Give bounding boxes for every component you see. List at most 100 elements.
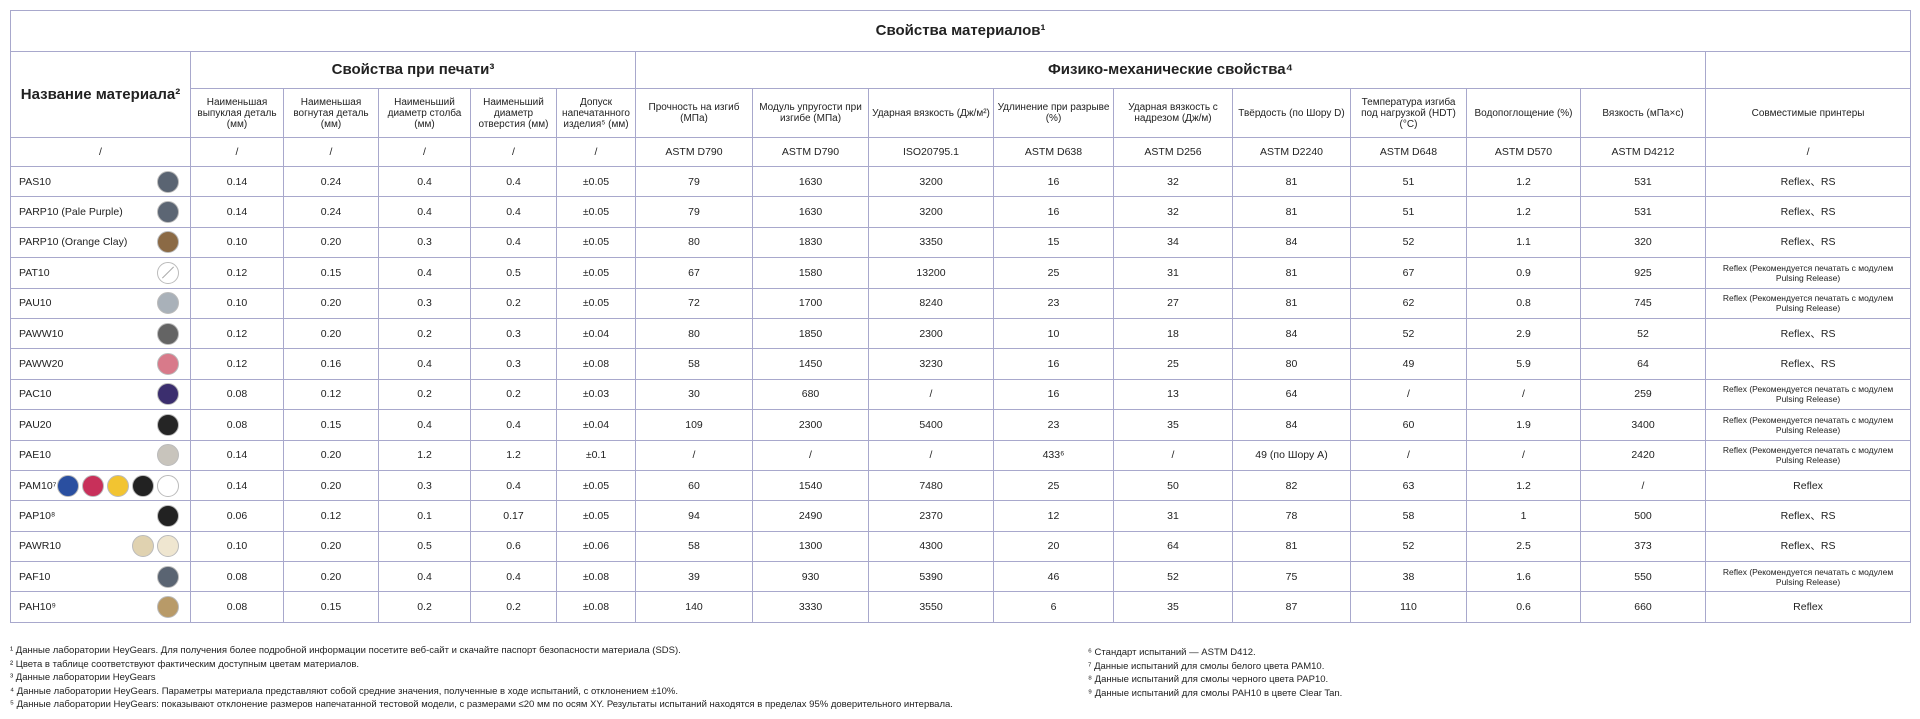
column-header: Допуск напечатанного изделия⁵ (мм) <box>556 88 636 138</box>
material-name: PARP10 (Orange Clay) <box>19 236 128 249</box>
column-header: Ударная вязкость с надрезом (Дж/м) <box>1113 88 1233 138</box>
name-cell: PAH10⁹ <box>10 591 191 623</box>
value-cell: 3400 <box>1580 409 1706 441</box>
value-cell: 0.8 <box>1466 287 1581 319</box>
name-cell: PAWW10 <box>10 317 191 350</box>
value-cell: 1.2 <box>470 439 557 471</box>
column-header: Ударная вязкость (Дж/м²) <box>868 88 994 138</box>
value-cell: 16 <box>993 196 1114 228</box>
value-cell: 32 <box>1113 196 1233 228</box>
color-swatch <box>157 201 179 224</box>
value-cell: 18 <box>1113 317 1233 350</box>
name-box: PARP10 (Orange Clay) <box>19 231 187 254</box>
name-cell: PAP10⁸ <box>10 500 191 532</box>
value-cell: 81 <box>1232 196 1351 228</box>
value-cell: 51 <box>1350 165 1467 198</box>
color-swatch <box>57 474 79 497</box>
value-cell: 1700 <box>752 287 869 319</box>
value-cell: 67 <box>1350 257 1467 289</box>
swatches <box>157 504 179 527</box>
value-cell: 1.2 <box>1466 196 1581 228</box>
swatches <box>157 383 179 406</box>
name-box: PAM10⁷ <box>19 474 187 497</box>
value-cell: 0.4 <box>470 196 557 228</box>
value-cell: 0.2 <box>378 378 471 411</box>
footnote: ⁷ Данные испытаний для смолы белого цвет… <box>1088 660 1325 672</box>
value-cell: 433⁶ <box>993 439 1114 471</box>
swatches <box>157 353 179 376</box>
standard-cell: / <box>190 137 284 167</box>
color-swatch <box>157 596 179 619</box>
standard-cell: ASTM D570 <box>1466 137 1581 167</box>
color-swatch <box>157 292 179 315</box>
standard-cell: / <box>283 137 379 167</box>
value-cell: 745 <box>1580 287 1706 319</box>
material-row: PAWR10 0.10 0.20 0.5 0.6 ±0.06 58 1300 4300 20 64 8… <box>10 530 1912 563</box>
value-cell: 7480 <box>868 469 994 502</box>
footnote: ⁹ Данные испытаний для смолы PAH10 в цве… <box>1088 687 1343 699</box>
material-row: PARP10 (Pale Purple) 0.14 0.24 0.4 0.4 ±0.05 7… <box>10 196 1912 228</box>
value-cell: 0.6 <box>470 530 557 563</box>
value-cell: 0.4 <box>378 409 471 441</box>
swatches <box>157 170 179 193</box>
swatches <box>132 535 179 558</box>
value-cell: 27 <box>1113 287 1233 319</box>
materials-table: Свойства материалов¹ Название материала² С… <box>9 10 1912 623</box>
value-cell: Reflex、RS <box>1704 226 1912 259</box>
value-cell: 1300 <box>752 530 869 563</box>
material-row: PAC10 0.08 0.12 0.2 0.2 ±0.03 30 680/16 13 64//25… <box>10 378 1912 411</box>
value-cell: 259 <box>1580 378 1706 411</box>
value-cell: 0.4 <box>378 348 471 380</box>
value-cell: 500 <box>1580 500 1706 532</box>
value-cell: 30 <box>635 378 753 411</box>
value-cell: ±0.08 <box>556 591 636 623</box>
value-cell: 23 <box>993 287 1114 319</box>
value-cell: / <box>1580 469 1706 502</box>
value-cell: 81 <box>1232 165 1351 198</box>
value-cell: 12 <box>993 500 1114 532</box>
name-cell: PAU10 <box>10 287 191 319</box>
value-cell: 84 <box>1232 317 1351 350</box>
value-cell: 39 <box>635 561 753 593</box>
value-cell: 52 <box>1350 226 1467 259</box>
name-cell: PARP10 (Pale Purple) <box>10 196 191 228</box>
value-cell: 0.4 <box>378 561 471 593</box>
material-row: PARP10 (Orange Clay) 0.10 0.20 0.3 0.4 ±0.05 8… <box>10 226 1912 259</box>
name-header: Название материала² <box>10 51 191 138</box>
color-swatch <box>157 444 179 467</box>
color-swatch <box>157 261 179 284</box>
color-swatch <box>157 504 179 527</box>
name-box: PAH10⁹ <box>19 596 187 619</box>
value-cell: 31 <box>1113 500 1233 532</box>
column-header: Вязкость (мПа×с) <box>1580 88 1706 138</box>
material-row: PAU10 0.10 0.20 0.3 0.2 ±0.05 72 1700 8240 23 27 81… <box>10 287 1912 319</box>
value-cell: 34 <box>1113 226 1233 259</box>
material-name: PAE10 <box>19 449 51 462</box>
value-cell: 0.3 <box>378 469 471 502</box>
name-cell: PAWW20 <box>10 348 191 380</box>
standard-cell: ASTM D638 <box>993 137 1114 167</box>
value-cell: 1630 <box>752 196 869 228</box>
material-name: PAU10 <box>19 297 52 310</box>
name-box: PAWW20 <box>19 353 187 376</box>
value-cell: 0.1 <box>378 500 471 532</box>
value-cell: 23 <box>993 409 1114 441</box>
value-cell: / <box>1466 439 1581 471</box>
value-cell: 0.2 <box>378 591 471 623</box>
value-cell: 15 <box>993 226 1114 259</box>
value-cell: 0.15 <box>283 409 379 441</box>
column-header: Прочность на изгиб (МПа) <box>635 88 753 138</box>
value-cell: 1540 <box>752 469 869 502</box>
standard-cell: ASTM D2240 <box>1232 137 1351 167</box>
value-cell: 0.20 <box>283 530 379 563</box>
column-header: Наименьшая вогнутая деталь (мм) <box>283 88 379 138</box>
standard-cell: / <box>470 137 557 167</box>
color-swatch <box>157 474 179 497</box>
value-cell: 64 <box>1113 530 1233 563</box>
title-row: Свойства материалов¹ <box>9 10 1912 52</box>
value-cell: 0.12 <box>190 317 284 350</box>
material-row: PAP10⁸ 0.06 0.12 0.1 0.17 ±0.05 94 2490 2370 12 31… <box>10 500 1912 532</box>
value-cell: Reflex、RS <box>1704 530 1912 563</box>
value-cell: 2490 <box>752 500 869 532</box>
value-cell: 0.4 <box>470 469 557 502</box>
